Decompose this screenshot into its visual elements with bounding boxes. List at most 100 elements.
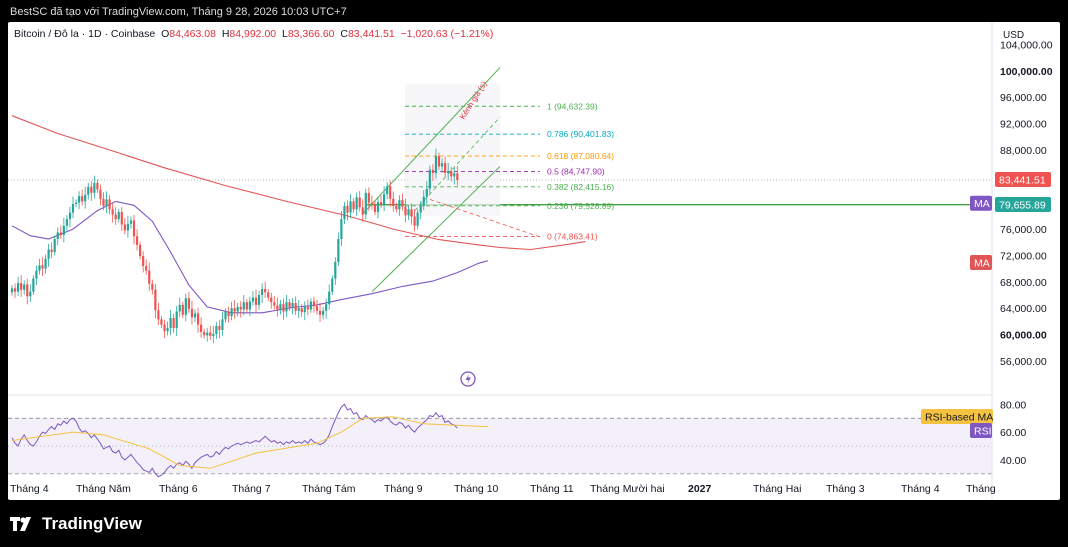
candle-body [59, 232, 62, 236]
candle-body [264, 289, 267, 293]
fib-level-label: 0 (74,863.41) [547, 232, 598, 242]
candle-body [169, 318, 172, 328]
rsi-line [11, 403, 458, 478]
candle-body [389, 186, 392, 199]
candle-body [206, 332, 209, 336]
candle-body [425, 188, 428, 197]
candle-body [93, 182, 96, 193]
fib-level-label: 0.786 (90,401.83) [547, 129, 614, 139]
rsi-ma-badge: RSI-based MA [921, 409, 993, 424]
candle-body [44, 258, 47, 269]
rsi-ma-badge-text: RSI-based MA [925, 412, 993, 424]
price-badge-bg [995, 172, 1051, 188]
high-value: 84,992.00 [229, 28, 277, 40]
candle-body [392, 198, 395, 206]
candle-body [74, 202, 78, 205]
candle-body [50, 249, 53, 253]
candle-body [346, 206, 349, 213]
candle-body [444, 163, 447, 174]
candle-body [309, 301, 312, 310]
candle-body [126, 223, 129, 231]
candle-body [242, 302, 245, 310]
candle-body [404, 206, 407, 216]
ma-badge-text: MA [974, 198, 990, 210]
channel-lower-line [371, 166, 501, 293]
candle-body [13, 288, 17, 292]
fib-level-label: 0.236 (79,528.89) [547, 201, 614, 211]
rsi-badge-text: RSI [974, 426, 992, 438]
candle-body [102, 198, 105, 206]
price-tick-label: 64,000.00 [1000, 303, 1047, 315]
candle-body [364, 192, 367, 215]
candle-body [172, 318, 175, 328]
candle-body [41, 265, 44, 269]
candle-body [398, 200, 401, 210]
currency-label: USD [1003, 30, 1024, 41]
candle-body [38, 265, 41, 271]
candle-body [379, 202, 383, 205]
price-tick-label: 56,000.00 [1000, 356, 1047, 368]
close-label: C [340, 28, 348, 40]
candle-body [56, 232, 59, 239]
candle-body [413, 216, 416, 226]
candle-body [312, 301, 316, 307]
candle-body [215, 325, 218, 334]
candle-body [90, 186, 93, 193]
tradingview-logo[interactable]: TradingView [10, 514, 142, 534]
candle-body [376, 202, 380, 212]
candle-body [151, 283, 154, 290]
candle-body [117, 211, 120, 220]
rsi-ma-line [11, 416, 488, 469]
channel-mid-line [409, 116, 501, 217]
candle-body [273, 302, 276, 306]
time-tick-label: Tháng 4 [10, 483, 49, 495]
candle-body [410, 209, 413, 217]
time-tick-label: Tháng 3 [826, 483, 865, 495]
candle-body [190, 308, 194, 318]
chart-panel[interactable] [8, 22, 1060, 500]
open-value: 84,463.08 [169, 28, 216, 40]
header-text: BestSC đã tạo với TradingView.com, Tháng… [10, 6, 347, 18]
price-tick-label: 60,000.00 [1000, 330, 1047, 342]
rsi-tick-label: 40.00 [1000, 455, 1026, 467]
price-tick-label: 72,000.00 [1000, 250, 1047, 262]
candle-body [209, 332, 212, 336]
candle-body [395, 206, 398, 210]
candle-body [294, 302, 297, 311]
candle-body [145, 265, 148, 271]
candle-body [386, 186, 389, 195]
candle-body [184, 298, 187, 315]
rsi-badge: RSI [970, 423, 992, 438]
candle-body [261, 289, 264, 295]
candle-body [352, 201, 355, 210]
candle-body [71, 204, 75, 213]
fib-level-label: 1 (94,632.39) [547, 101, 598, 111]
candle-body [10, 288, 14, 293]
candle-body [26, 284, 29, 297]
candle-body [181, 304, 184, 315]
rsi-tick-label: 80.00 [1000, 399, 1026, 411]
candle-body [196, 313, 200, 325]
candle-body [355, 197, 358, 210]
candle-body [62, 225, 65, 236]
candle-body [29, 291, 32, 297]
lightning-icon-ring [460, 371, 476, 387]
candle-body [166, 327, 169, 332]
candle-body [120, 211, 123, 225]
price-tick-label: 100,000.00 [1000, 66, 1053, 78]
candle-body [306, 306, 309, 310]
candle-body [331, 278, 334, 292]
candle-body [297, 308, 300, 311]
ma-badge-text: MA [974, 258, 990, 270]
ma-long-line [11, 115, 586, 251]
ma-short-line [11, 200, 488, 314]
time-tick-label: Tháng 4 [901, 483, 940, 495]
time-tick-label: Tháng 10 [454, 483, 499, 495]
candle-body [99, 189, 102, 199]
candle-body [453, 173, 456, 177]
candle-body [343, 206, 346, 220]
candle-body [251, 297, 255, 302]
candle-body [111, 209, 114, 215]
fib-zone [405, 84, 500, 216]
